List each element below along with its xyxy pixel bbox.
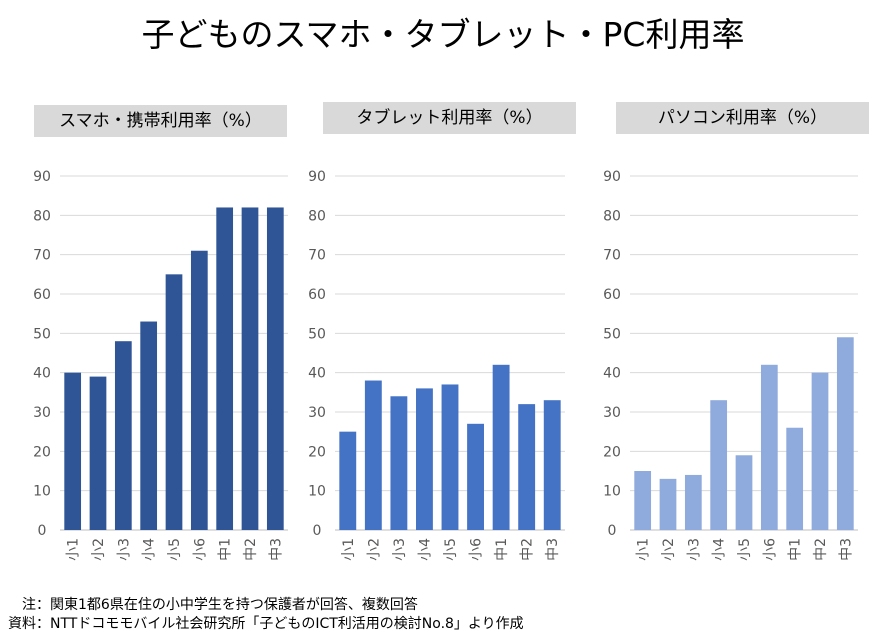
y-tick-label: 10	[603, 484, 621, 500]
bar	[339, 431, 357, 530]
x-tick-label: 小1	[636, 538, 652, 561]
x-tick-label: 小6	[762, 538, 778, 561]
y-tick-label: 90	[33, 169, 51, 185]
y-tick-label: 10	[33, 484, 51, 500]
x-tick-label: 中3	[268, 538, 284, 561]
y-tick-label: 90	[308, 169, 326, 185]
panel-title-tablet: タブレット利用率（%）	[323, 102, 576, 134]
figure-title: 子どものスマホ・タブレット・PC利用率	[141, 15, 745, 54]
x-tick-label: 小5	[167, 538, 183, 561]
bar	[760, 364, 778, 530]
x-tick-label: 小4	[417, 538, 433, 561]
y-tick-label: 60	[33, 287, 51, 303]
bar	[543, 400, 561, 530]
bar	[89, 376, 107, 530]
y-tick-label: 0	[38, 523, 47, 539]
bar	[467, 423, 484, 530]
bar	[518, 404, 536, 530]
footnote: 注：関東1都6県在住の小中学生を持つ保護者が回答、複数回答	[8, 597, 418, 613]
bar	[140, 321, 158, 530]
bar	[390, 396, 408, 530]
bar	[710, 400, 728, 530]
y-tick-label: 20	[603, 444, 621, 460]
x-tick-label: 小1	[66, 538, 82, 561]
bar	[241, 207, 259, 530]
bar	[492, 364, 510, 530]
y-tick-label: 30	[33, 405, 51, 421]
y-tick-label: 40	[33, 366, 51, 382]
x-tick-label: 中3	[838, 538, 854, 561]
x-tick-label: 小2	[366, 538, 382, 561]
y-tick-label: 30	[603, 405, 621, 421]
y-tick-label: 40	[603, 366, 621, 382]
y-tick-label: 20	[308, 444, 326, 460]
bar	[441, 384, 459, 530]
x-tick-label: 小4	[142, 538, 158, 561]
bar	[216, 207, 234, 530]
x-tick-label: 中2	[520, 538, 536, 561]
x-tick-label: 小1	[341, 538, 357, 561]
y-tick-label: 80	[33, 208, 51, 224]
y-tick-label: 40	[308, 366, 326, 382]
x-tick-label: 中3	[545, 538, 561, 561]
y-tick-label: 90	[603, 169, 621, 185]
bar	[659, 478, 677, 530]
y-tick-label: 80	[308, 208, 326, 224]
y-tick-label: 10	[308, 484, 326, 500]
x-tick-label: 小3	[116, 538, 132, 561]
bar	[786, 427, 804, 530]
panel-title-smartphone: スマホ・携帯利用率（%）	[34, 105, 287, 137]
y-tick-label: 50	[33, 326, 51, 342]
y-tick-label: 0	[608, 523, 617, 539]
panel-title-pc: パソコン利用率（%）	[616, 102, 869, 134]
bar	[364, 380, 382, 530]
y-tick-label: 50	[603, 326, 621, 342]
x-tick-label: 中1	[494, 538, 510, 561]
x-tick-label: 小5	[737, 538, 753, 561]
y-tick-label: 70	[308, 248, 326, 264]
x-tick-label: 小4	[712, 538, 728, 561]
x-tick-label: 小2	[661, 538, 677, 561]
bar	[735, 455, 753, 530]
x-tick-label: 中2	[813, 538, 829, 561]
y-tick-label: 20	[33, 444, 51, 460]
bar	[190, 250, 208, 530]
x-tick-label: 中1	[788, 538, 804, 561]
y-tick-label: 80	[603, 208, 621, 224]
x-tick-label: 小2	[91, 538, 107, 561]
bar	[634, 471, 652, 530]
x-tick-label: 小6	[192, 538, 208, 561]
bar	[836, 337, 854, 530]
source-note: 資料：NTTドコモモバイル社会研究所「子どものICT利活用の検討No.8」より作…	[8, 616, 524, 632]
x-tick-label: 小5	[443, 538, 459, 561]
y-tick-label: 70	[33, 248, 51, 264]
y-tick-label: 70	[603, 248, 621, 264]
x-tick-label: 小6	[469, 538, 485, 561]
bar	[266, 207, 284, 530]
bar	[165, 274, 183, 530]
y-tick-label: 30	[308, 405, 326, 421]
y-tick-label: 60	[308, 287, 326, 303]
x-tick-label: 小3	[686, 538, 702, 561]
bar	[684, 474, 702, 530]
x-tick-label: 中2	[243, 538, 259, 561]
x-tick-label: 中1	[218, 538, 234, 561]
bar	[64, 372, 82, 530]
bar	[114, 341, 132, 530]
bar	[811, 372, 829, 530]
y-tick-label: 50	[308, 326, 326, 342]
bar	[416, 388, 433, 530]
y-tick-label: 60	[603, 287, 621, 303]
y-tick-label: 0	[313, 523, 322, 539]
x-tick-label: 小3	[392, 538, 408, 561]
